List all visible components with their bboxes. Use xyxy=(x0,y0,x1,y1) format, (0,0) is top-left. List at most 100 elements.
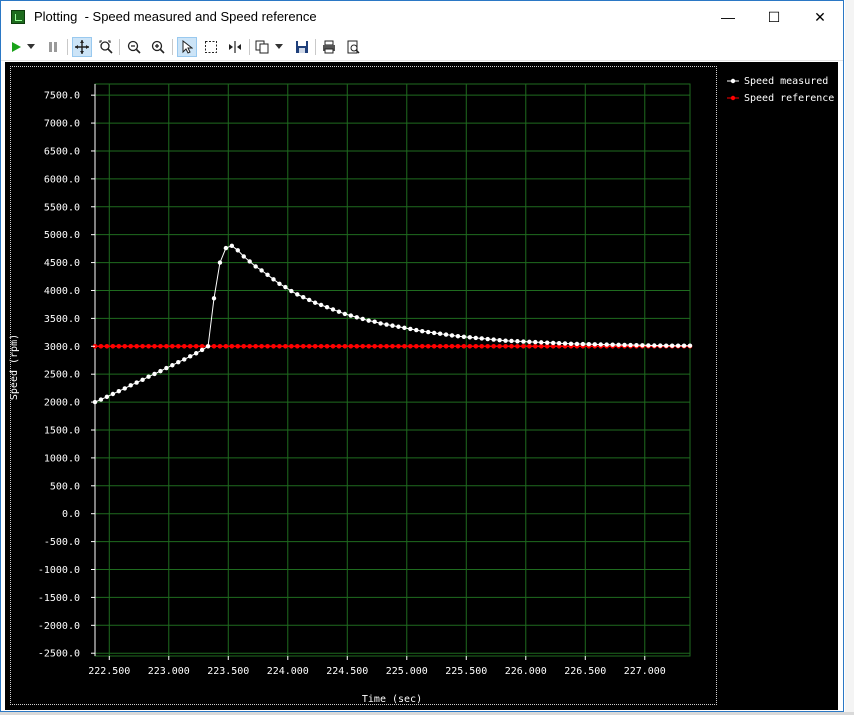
reference-point xyxy=(527,343,532,349)
maximize-button[interactable]: ☐ xyxy=(767,8,781,25)
plot-area[interactable]: 7500.0 7000.0 6500.0 6000.0 5500.0 5000.0 4500… xyxy=(5,62,838,710)
reference-point xyxy=(521,343,526,349)
measured-point xyxy=(568,341,574,346)
reference-point xyxy=(265,343,270,349)
measured-point xyxy=(104,394,110,399)
copy-icon[interactable] xyxy=(252,37,272,57)
measured-point xyxy=(223,245,229,251)
reference-point xyxy=(289,343,294,349)
reference-point xyxy=(538,343,544,349)
legend-measured-label: Speed measured xyxy=(744,76,828,87)
legend: Speed measured Speed reference xyxy=(727,76,834,104)
measured-point xyxy=(539,340,544,345)
reference-point xyxy=(235,343,241,349)
y-axis-ticks: 7500.0 7000.0 6500.0 6000.0 5500.0 5000.0 4500… xyxy=(38,91,95,660)
x-axis-ticks: 222.500 223.000 223.500 224.000 224.500 225.0… xyxy=(88,656,666,677)
x-tick-label: 224.000 xyxy=(267,666,309,677)
measured-point xyxy=(324,305,330,310)
dropdown-arrow-icon[interactable] xyxy=(272,37,286,57)
x-tick-label: 222.500 xyxy=(88,666,130,677)
measured-point xyxy=(503,338,508,343)
measured-point xyxy=(170,363,175,368)
measured-point xyxy=(122,386,127,391)
minimize-button[interactable]: — xyxy=(721,9,735,25)
reference-point xyxy=(467,343,473,349)
y-tick-label: -2500.0 xyxy=(38,649,80,660)
reference-point xyxy=(425,343,431,349)
measured-point xyxy=(640,343,645,348)
reference-point xyxy=(348,343,354,349)
reference-point xyxy=(485,343,491,349)
reference-point xyxy=(229,343,235,349)
measured-point xyxy=(360,316,365,322)
reference-point xyxy=(533,343,538,349)
y-tick-label: 3500.0 xyxy=(44,314,80,325)
reference-point xyxy=(223,343,229,349)
measured-point xyxy=(330,307,336,312)
measured-point xyxy=(681,343,687,348)
reference-point xyxy=(366,343,372,349)
save-icon[interactable] xyxy=(292,37,312,57)
measured-point xyxy=(604,342,609,347)
print-preview-icon[interactable] xyxy=(343,37,363,57)
reference-point xyxy=(306,343,312,349)
x-tick-label: 224.500 xyxy=(326,666,368,677)
reference-point xyxy=(253,343,258,349)
measured-point xyxy=(336,309,342,314)
play-icon[interactable] xyxy=(6,37,26,57)
zoom-in-icon[interactable] xyxy=(148,37,168,57)
measured-point xyxy=(259,268,264,273)
y-tick-label: 7500.0 xyxy=(44,91,80,102)
x-tick-label: 226.000 xyxy=(505,666,547,677)
measured-point xyxy=(110,391,116,397)
select-rect-icon[interactable] xyxy=(201,37,221,57)
measured-point xyxy=(443,332,449,337)
reference-point xyxy=(247,343,252,349)
reference-point xyxy=(461,343,467,349)
y-tick-label: 500.0 xyxy=(50,481,80,492)
title-bar[interactable]: Plotting - Speed measured and Speed refe… xyxy=(1,1,843,33)
window-title: Plotting - Speed measured and Speed refe… xyxy=(34,9,317,24)
measured-point xyxy=(509,338,514,344)
zoom-fit-icon[interactable] xyxy=(96,37,116,57)
y-tick-label: -2000.0 xyxy=(38,621,80,632)
measured-point xyxy=(390,323,395,328)
measured-point xyxy=(182,357,187,362)
reference-point xyxy=(134,343,139,349)
measured-point xyxy=(146,374,151,379)
reference-point xyxy=(414,343,419,349)
reference-point xyxy=(300,343,306,349)
measured-point xyxy=(675,343,681,348)
reference-point xyxy=(354,343,360,349)
pause-icon[interactable] xyxy=(43,37,63,57)
pan-icon[interactable] xyxy=(72,37,92,57)
x-tick-label: 225.500 xyxy=(445,666,487,677)
select-pointer-icon[interactable] xyxy=(177,37,197,57)
speed-chart[interactable]: 7500.0 7000.0 6500.0 6000.0 5500.0 5000.0 4500… xyxy=(5,62,838,710)
reference-point xyxy=(378,343,383,349)
measured-point xyxy=(158,368,163,374)
zoom-out-icon[interactable] xyxy=(124,37,144,57)
measured-point xyxy=(396,324,401,329)
measured-point xyxy=(467,335,473,340)
reference-point xyxy=(402,343,407,349)
close-button[interactable]: ✕ xyxy=(814,8,826,25)
fit-width-icon[interactable] xyxy=(225,37,245,57)
reference-point xyxy=(312,343,318,349)
measured-point xyxy=(193,351,199,356)
print-icon[interactable] xyxy=(319,37,339,57)
y-tick-label: -1500.0 xyxy=(38,593,80,604)
reference-point xyxy=(509,343,514,349)
measured-point xyxy=(580,341,586,347)
measured-point xyxy=(598,342,603,347)
measured-point xyxy=(634,342,639,348)
reference-point xyxy=(283,343,288,349)
reference-point xyxy=(503,343,508,349)
y-tick-label: 3000.0 xyxy=(44,342,80,353)
measured-point xyxy=(253,264,258,269)
reference-point xyxy=(396,343,401,349)
measured-point xyxy=(98,397,104,402)
reference-point xyxy=(152,343,157,349)
reference-point xyxy=(187,343,193,349)
dropdown-arrow-icon[interactable] xyxy=(24,37,38,57)
